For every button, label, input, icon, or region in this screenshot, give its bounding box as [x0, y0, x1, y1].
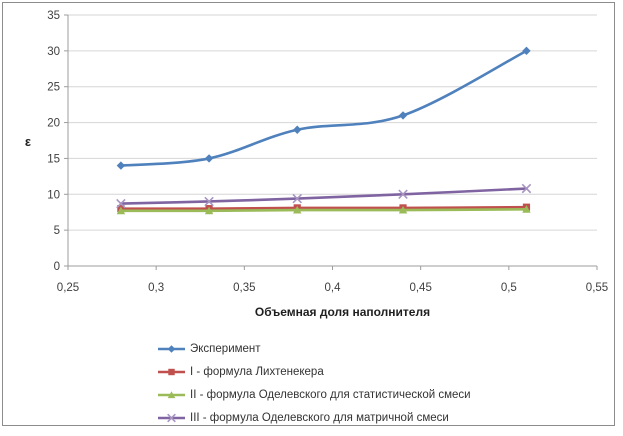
x-tick-label: 0,55: [586, 282, 608, 294]
legend-item-1: Эксперимент: [158, 342, 471, 356]
series-line-3: [119, 208, 528, 213]
legend-label: I - формула Лихтенекера: [190, 366, 324, 378]
marker-x-icon: [292, 193, 302, 204]
marker-x-icon: [204, 196, 214, 207]
series-line-1: [119, 49, 528, 167]
y-tick-label: 20: [47, 118, 60, 130]
marker-x-icon: [167, 413, 176, 423]
y-tick-label: 30: [47, 46, 60, 58]
series-line-4: [119, 187, 528, 205]
marker-x-icon: [398, 189, 408, 200]
marker-diamond-icon: [293, 125, 302, 134]
marker-triangle-icon: [204, 206, 214, 215]
marker-x-icon: [116, 198, 126, 209]
x-axis-title: Объемная доля наполнителя: [254, 305, 431, 319]
marker-triangle-icon: [522, 205, 531, 213]
marker-diamond-icon: [204, 154, 214, 163]
marker-diamond-icon: [116, 161, 126, 170]
marker-triangle-icon: [398, 205, 408, 214]
legend-label: II - формула Оделевского для статистичес…: [190, 389, 471, 401]
y-axis-title: ε: [24, 134, 32, 149]
marker-square-icon: [168, 368, 175, 376]
marker-triangle-icon: [167, 391, 176, 399]
marker-triangle-icon: [293, 205, 302, 214]
x-tick-label: 0,25: [57, 282, 79, 294]
chart-border: [2, 2, 615, 426]
legend-swatch-icon: [158, 413, 185, 423]
marker-x-icon: [521, 183, 532, 194]
legend-item-2: I - формула Лихтенекера: [158, 365, 471, 379]
legend-swatch-icon: [158, 368, 185, 376]
x-tick-label: 0,35: [233, 282, 255, 294]
legend-swatch-icon: [158, 345, 185, 353]
y-tick-label: 25: [47, 82, 60, 94]
y-tick-label: 10: [47, 189, 60, 201]
marker-diamond-icon: [398, 111, 408, 120]
y-tick-label: 0: [54, 261, 60, 273]
x-tick-label: 0,45: [409, 282, 431, 294]
marker-diamond-icon: [522, 46, 531, 56]
legend-label: Эксперимент: [190, 343, 261, 355]
legend: Эксперимент I - формула Лихтенекера II - ф…: [158, 342, 471, 425]
x-tick-label: 0,3: [148, 282, 164, 294]
legend-item-3: II - формула Оделевского для статистичес…: [158, 388, 471, 402]
legend-swatch-icon: [158, 391, 185, 399]
y-tick-label: 5: [54, 225, 60, 237]
y-tick-label: 15: [47, 153, 60, 165]
y-tick-label: 35: [47, 10, 60, 22]
series-line-2: [119, 205, 528, 210]
marker-triangle-icon: [116, 206, 126, 215]
legend-label: III - формула Оделевского для матричной …: [190, 412, 449, 424]
marker-diamond-icon: [167, 345, 176, 353]
x-tick-label: 0,4: [325, 282, 342, 294]
x-tick-label: 0,5: [501, 282, 517, 294]
legend-item-4: III - формула Оделевского для матричной …: [158, 411, 471, 425]
